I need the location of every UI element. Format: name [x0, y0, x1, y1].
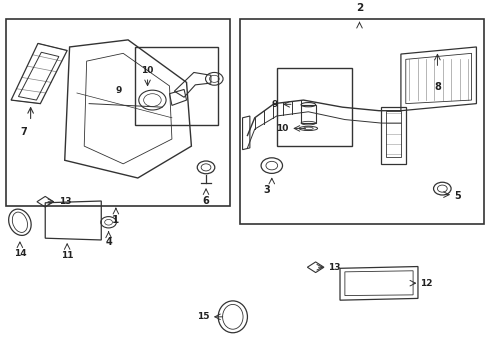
Text: 15: 15 — [197, 312, 209, 321]
Text: 10: 10 — [142, 66, 154, 75]
Text: 1: 1 — [112, 215, 120, 225]
Text: 12: 12 — [420, 279, 433, 288]
Text: 9: 9 — [116, 86, 122, 95]
Text: 11: 11 — [61, 251, 74, 260]
Text: 3: 3 — [264, 185, 270, 195]
Text: 9: 9 — [272, 100, 278, 109]
Text: 2: 2 — [356, 3, 363, 13]
Text: 6: 6 — [203, 196, 209, 206]
Bar — [6, 19, 230, 206]
Text: 13: 13 — [59, 197, 72, 206]
Text: 5: 5 — [455, 192, 461, 201]
Bar — [277, 68, 352, 146]
Text: 7: 7 — [20, 127, 26, 137]
Text: 13: 13 — [328, 263, 341, 272]
Text: 10: 10 — [276, 124, 289, 133]
Bar — [301, 105, 316, 123]
Bar — [240, 19, 484, 224]
Text: 8: 8 — [434, 82, 441, 93]
Text: 14: 14 — [14, 249, 26, 258]
Bar — [135, 47, 218, 125]
Text: 4: 4 — [105, 238, 112, 247]
